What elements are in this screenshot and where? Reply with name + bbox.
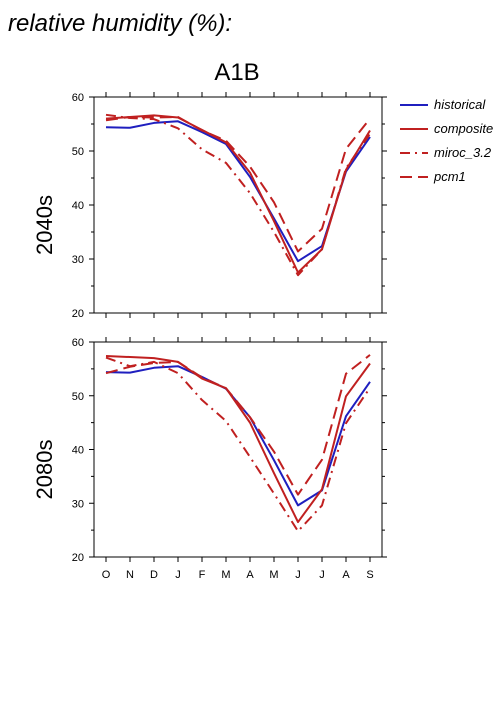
y-tick-label: 40: [72, 200, 84, 212]
series-line-miroc-3-2: [105, 356, 371, 533]
series-line-historical: [105, 365, 371, 507]
x-tick-label: A: [246, 569, 254, 581]
y-axis-label: 2040s: [32, 195, 57, 255]
y-tick-label: 30: [72, 254, 84, 266]
panel-2080s: 20 30 40 50 60 2080s: [32, 337, 387, 564]
x-tick-label: N: [126, 569, 134, 581]
y-tick-label: 20: [72, 552, 84, 564]
legend-label-miroc: miroc_3.2: [434, 145, 492, 160]
series-line-miroc-3-2: [105, 113, 371, 277]
y-tick-label: 20: [72, 308, 84, 320]
legend-label-pcm1: pcm1: [433, 169, 466, 184]
y-tick-label: 40: [72, 445, 84, 457]
y-tick-label: 60: [72, 92, 84, 104]
plot-frame: [93, 96, 383, 314]
series-line-composite: [105, 114, 371, 274]
page-title: relative humidity (%):: [8, 10, 232, 37]
x-tick-label: A: [342, 569, 350, 581]
series-line-historical: [105, 120, 371, 263]
x-tick-label: O: [102, 569, 111, 581]
x-tick-label: J: [319, 569, 325, 581]
legend: historical composite miroc_3.2 pcm1: [400, 97, 493, 184]
scenario-title: A1B: [214, 59, 259, 86]
x-tick-label: M: [269, 569, 278, 581]
legend-label-historical: historical: [434, 97, 486, 112]
y-tick-label: 30: [72, 498, 84, 510]
y-tick-label: 50: [72, 391, 84, 403]
series-line-composite: [105, 354, 371, 524]
x-tick-label: J: [295, 569, 301, 581]
panel-2040s: 20 30 40 50 60 2040s: [32, 92, 387, 320]
y-tick-label: 50: [72, 146, 84, 158]
x-tick-label: S: [366, 569, 373, 581]
series-line-pcm1: [105, 354, 371, 496]
x-tick-label: J: [175, 569, 181, 581]
x-tick-label: D: [150, 569, 158, 581]
plot-frame: [93, 341, 383, 558]
y-axis-label: 2080s: [32, 440, 57, 500]
x-tick-label: F: [199, 569, 206, 581]
x-tick-label: M: [221, 569, 230, 581]
y-tick-label: 60: [72, 337, 84, 349]
series-line-pcm1: [105, 115, 371, 253]
legend-label-composite: composite: [434, 121, 493, 136]
